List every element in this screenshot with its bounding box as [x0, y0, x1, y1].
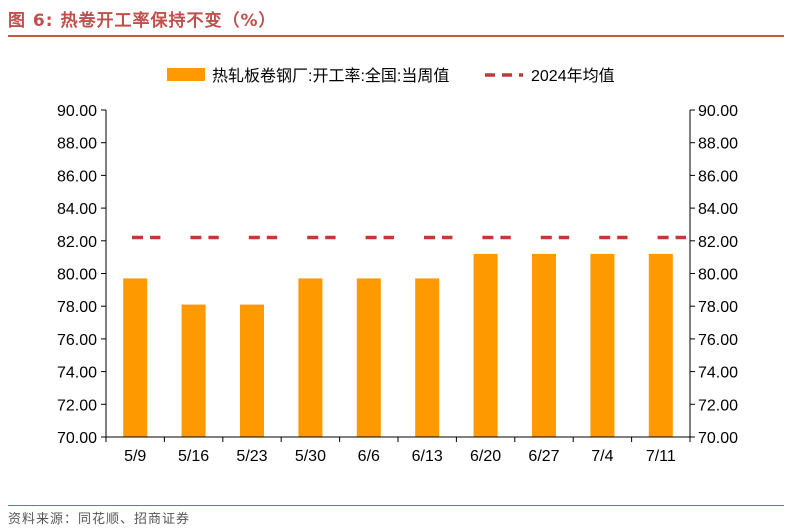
- x-tick-label: 5/9: [124, 448, 146, 465]
- left-y-tick-label: 72.00: [57, 397, 97, 414]
- bar-5-16: [181, 304, 206, 437]
- right-y-tick-label: 80.00: [698, 267, 738, 284]
- bar-7-4: [590, 253, 615, 437]
- left-y-tick-label: 88.00: [57, 136, 97, 153]
- title-rule: [8, 35, 784, 37]
- left-y-tick-label: 82.00: [57, 234, 97, 251]
- legend: 热轧板卷钢厂:开工率:全国:当周值 2024年均值: [167, 67, 615, 85]
- left-y-tick-label: 78.00: [57, 299, 97, 316]
- right-y-tick-label: 72.00: [698, 397, 738, 414]
- x-tick-label: 6/20: [470, 448, 501, 465]
- left-y-tick-label: 74.00: [57, 365, 97, 382]
- left-y-ticks: 70.00 72.00 74.00 76.00 78.00 80.00 82.00 84.00…: [57, 103, 106, 447]
- legend-bar-swatch: [167, 68, 205, 81]
- right-y-tick-label: 82.00: [698, 234, 738, 251]
- bar-5-9: [123, 278, 148, 437]
- left-y-tick-label: 90.00: [57, 103, 97, 120]
- right-y-tick-label: 78.00: [698, 299, 738, 316]
- left-y-tick-label: 76.00: [57, 332, 97, 349]
- bar-6-27: [532, 253, 556, 437]
- source-note: 资料来源：同花顺、招商证券: [8, 512, 191, 527]
- bar-7-11: [648, 253, 673, 437]
- left-y-tick-label: 86.00: [57, 168, 97, 185]
- x-tick-label: 5/16: [178, 448, 209, 465]
- x-tick-label: 7/11: [646, 448, 676, 465]
- right-y-tick-label: 76.00: [698, 332, 738, 349]
- right-y-tick-label: 84.00: [698, 201, 738, 218]
- bar-6-13: [415, 278, 440, 437]
- right-y-tick-label: 88.00: [698, 136, 738, 153]
- right-y-tick-label: 86.00: [698, 168, 738, 185]
- right-y-tick-label: 90.00: [698, 103, 738, 120]
- legend-line-label: 2024年均值: [531, 67, 615, 85]
- figure-title: 图 6: 热卷开工率保持不变（%）: [8, 11, 277, 31]
- left-y-tick-label: 80.00: [57, 267, 97, 284]
- right-y-ticks: 70.00 72.00 74.00 76.00 78.00 80.00 82.00 84.00…: [690, 103, 738, 447]
- x-tick-label: 6/13: [412, 448, 443, 465]
- bar-6-20: [473, 253, 498, 437]
- right-y-tick-label: 74.00: [698, 365, 738, 382]
- x-tick-label: 5/30: [295, 448, 326, 465]
- bar-5-30: [298, 278, 323, 437]
- x-tick-label: 6/27: [528, 448, 559, 465]
- left-y-tick-label: 84.00: [57, 201, 97, 218]
- source-rule: [8, 505, 784, 506]
- right-y-tick-label: 70.00: [698, 430, 738, 447]
- bar-5-23: [240, 304, 264, 437]
- bars-group: [123, 253, 673, 437]
- x-ticks: 5/9 5/16 5/23 5/30 6/6 6/13 6/20 6/27 7/4 7/11: [105, 437, 691, 465]
- bar-6-6: [356, 278, 381, 437]
- legend-bar-label: 热轧板卷钢厂:开工率:全国:当周值: [212, 67, 449, 85]
- left-y-tick-label: 70.00: [57, 430, 97, 447]
- x-tick-label: 5/23: [236, 448, 267, 465]
- x-tick-label: 6/6: [358, 448, 380, 465]
- x-tick-label: 7/4: [591, 448, 613, 465]
